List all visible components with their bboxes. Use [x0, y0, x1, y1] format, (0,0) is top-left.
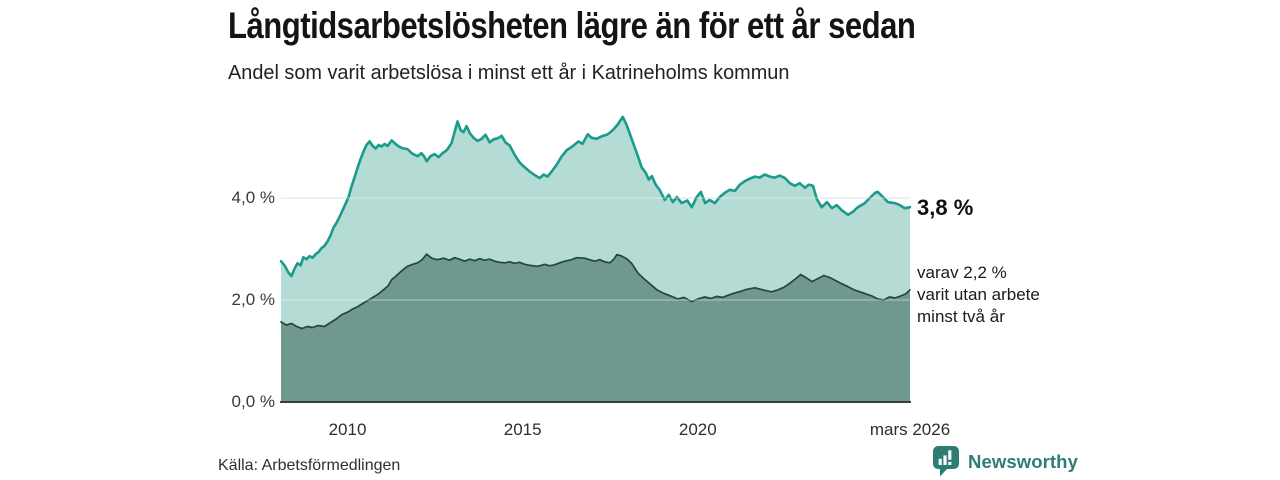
x-axis-tick-label: 2015: [503, 420, 542, 439]
chart-title: Långtidsarbetslösheten lägre än för ett …: [228, 5, 916, 46]
y-axis: 4,0 % 2,0 % 0,0 %: [0, 0, 275, 480]
x-axis-tick-label: mars 2026: [869, 420, 951, 439]
latest-value-label: 3,8 %: [917, 195, 974, 220]
newsworthy-logo-icon: [933, 446, 959, 477]
x-axis-tick-label: 2020: [678, 420, 717, 439]
x-axis: 2010 2015 2020 mars 2026: [0, 420, 1280, 444]
y-axis-tick-label: 4,0 %: [231, 188, 275, 207]
newsworthy-branding: Newsworthy: [933, 446, 1078, 477]
subseries-annotation-line: minst två år: [917, 307, 1005, 326]
subseries-annotation-line: varit utan arbete: [917, 285, 1040, 304]
newsworthy-wordmark: Newsworthy: [968, 450, 1078, 472]
subseries-annotation-line: varav 2,2 %: [917, 263, 1007, 282]
source-note: Källa: Arbetsförmedlingen: [218, 457, 401, 474]
x-axis-tick-label: 2010: [328, 420, 367, 439]
y-axis-tick-label: 0,0 %: [231, 392, 275, 411]
chart-subtitle: Andel som varit arbetslösa i minst ett å…: [228, 61, 790, 84]
subseries-annotation: varav 2,2 % varit utan arbete minst två …: [917, 262, 1040, 328]
y-axis-tick-label: 2,0 %: [231, 290, 275, 309]
